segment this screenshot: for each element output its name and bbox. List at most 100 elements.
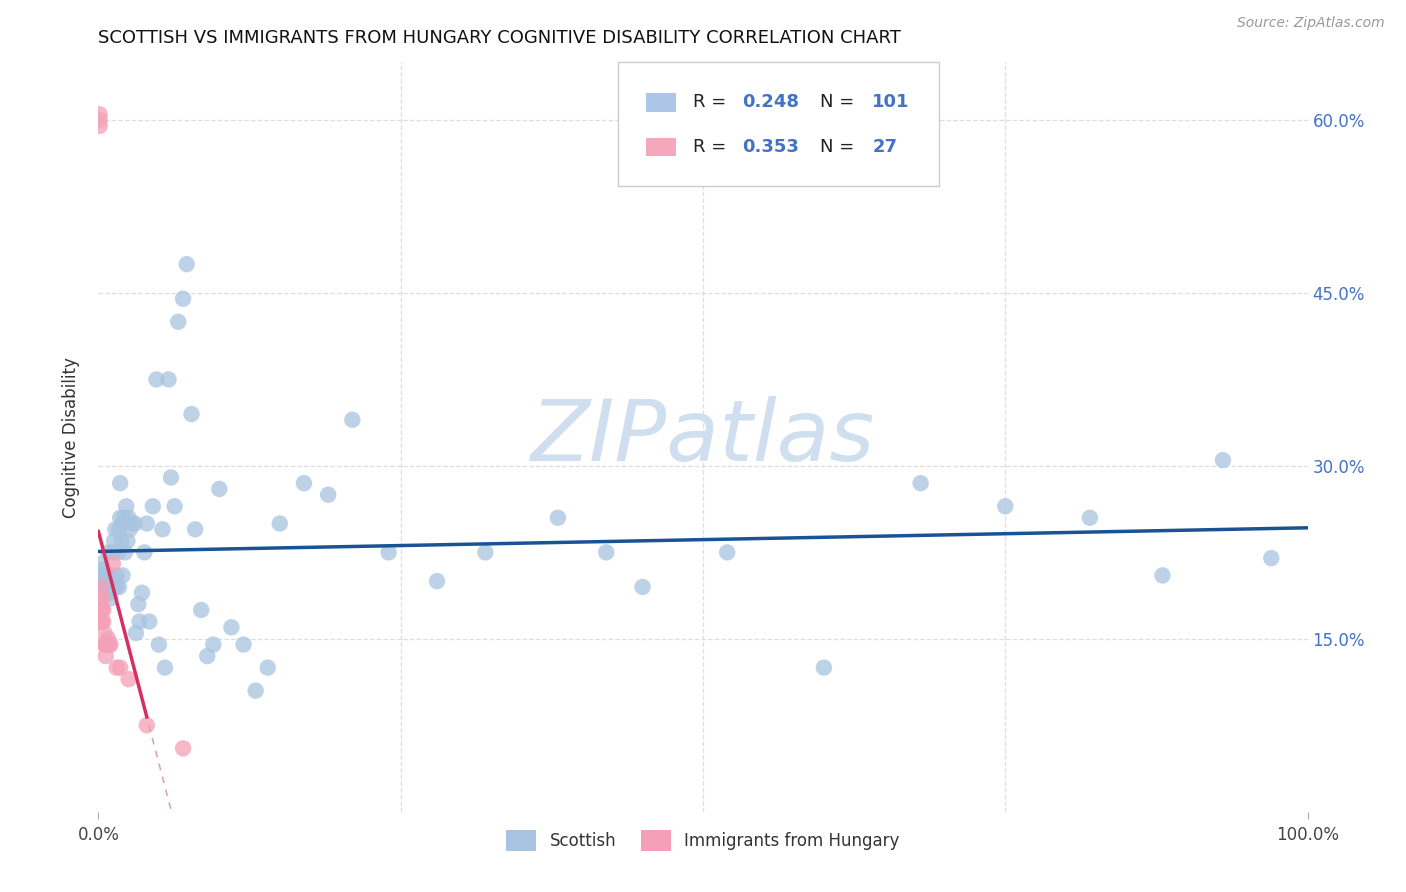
Point [245, 683, 267, 698]
Point [145, 372, 167, 386]
Point [91, 615, 114, 629]
Point [100, 580, 122, 594]
Point [474, 545, 496, 559]
Point [107, 545, 129, 559]
Point [595, 545, 617, 559]
Point [108, 476, 131, 491]
Point [105, 568, 128, 582]
Text: 0.248: 0.248 [742, 93, 799, 112]
Point [994, 500, 1017, 514]
Point [93, 626, 115, 640]
Point [89, 119, 111, 133]
Point [142, 500, 165, 514]
Point [89, 113, 111, 128]
Point [121, 516, 143, 531]
Point [111, 568, 134, 582]
Point [195, 649, 218, 664]
Text: N =: N = [820, 138, 860, 156]
Point [91, 603, 114, 617]
Point [172, 741, 194, 756]
Point [98, 585, 121, 599]
Point [152, 522, 174, 536]
Point [108, 510, 131, 524]
Point [100, 580, 122, 594]
Text: 27: 27 [872, 138, 897, 156]
Text: 0.353: 0.353 [742, 138, 799, 156]
Point [153, 660, 176, 674]
Point [90, 557, 112, 571]
Point [104, 522, 127, 536]
Point [1078, 510, 1101, 524]
Point [176, 257, 198, 271]
Text: Source: ZipAtlas.com: Source: ZipAtlas.com [1237, 16, 1385, 30]
Point [91, 580, 114, 594]
Point [90, 591, 112, 606]
Point [97, 632, 120, 646]
Point [157, 372, 180, 386]
Point [118, 672, 141, 686]
Point [208, 482, 231, 496]
Point [90, 603, 112, 617]
Point [101, 580, 124, 594]
Point [114, 545, 136, 559]
Point [100, 638, 122, 652]
Point [91, 580, 114, 594]
Point [547, 510, 569, 524]
Point [180, 407, 202, 421]
Point [100, 568, 122, 582]
Point [1152, 568, 1174, 582]
Y-axis label: Cognitive Disability: Cognitive Disability [62, 357, 80, 517]
Point [94, 580, 117, 594]
Point [631, 580, 654, 594]
Point [100, 574, 122, 589]
Point [91, 568, 114, 582]
Point [292, 476, 315, 491]
Text: R =: R = [693, 93, 733, 112]
Point [91, 615, 114, 629]
Point [94, 568, 117, 582]
Point [148, 638, 170, 652]
Point [377, 545, 399, 559]
Point [232, 638, 254, 652]
Point [184, 522, 207, 536]
Text: SCOTTISH VS IMMIGRANTS FROM HUNGARY COGNITIVE DISABILITY CORRELATION CHART: SCOTTISH VS IMMIGRANTS FROM HUNGARY COGN… [98, 29, 901, 47]
Point [97, 580, 120, 594]
Text: ZIPatlas: ZIPatlas [531, 395, 875, 479]
Point [1260, 551, 1282, 566]
Point [910, 476, 932, 491]
Point [112, 510, 135, 524]
Text: 101: 101 [872, 93, 910, 112]
Point [135, 718, 157, 732]
Point [167, 315, 190, 329]
Point [117, 533, 139, 548]
Point [118, 510, 141, 524]
Point [105, 660, 128, 674]
Point [96, 574, 118, 589]
Point [160, 470, 183, 484]
Point [110, 533, 132, 548]
Point [103, 533, 125, 548]
Point [94, 649, 117, 664]
Point [96, 568, 118, 582]
Point [108, 522, 131, 536]
Point [128, 615, 150, 629]
Point [221, 620, 243, 634]
Point [108, 660, 131, 674]
FancyBboxPatch shape [619, 62, 939, 186]
Point [101, 545, 124, 559]
Point [172, 292, 194, 306]
Point [91, 563, 114, 577]
Point [127, 597, 149, 611]
Point [716, 545, 738, 559]
Point [105, 580, 128, 594]
Point [94, 638, 117, 652]
Point [101, 557, 124, 571]
FancyBboxPatch shape [647, 93, 676, 112]
Point [90, 580, 112, 594]
Point [138, 615, 160, 629]
Point [108, 580, 131, 594]
Point [91, 591, 114, 606]
Point [100, 591, 122, 606]
Point [98, 568, 121, 582]
Point [202, 638, 225, 652]
